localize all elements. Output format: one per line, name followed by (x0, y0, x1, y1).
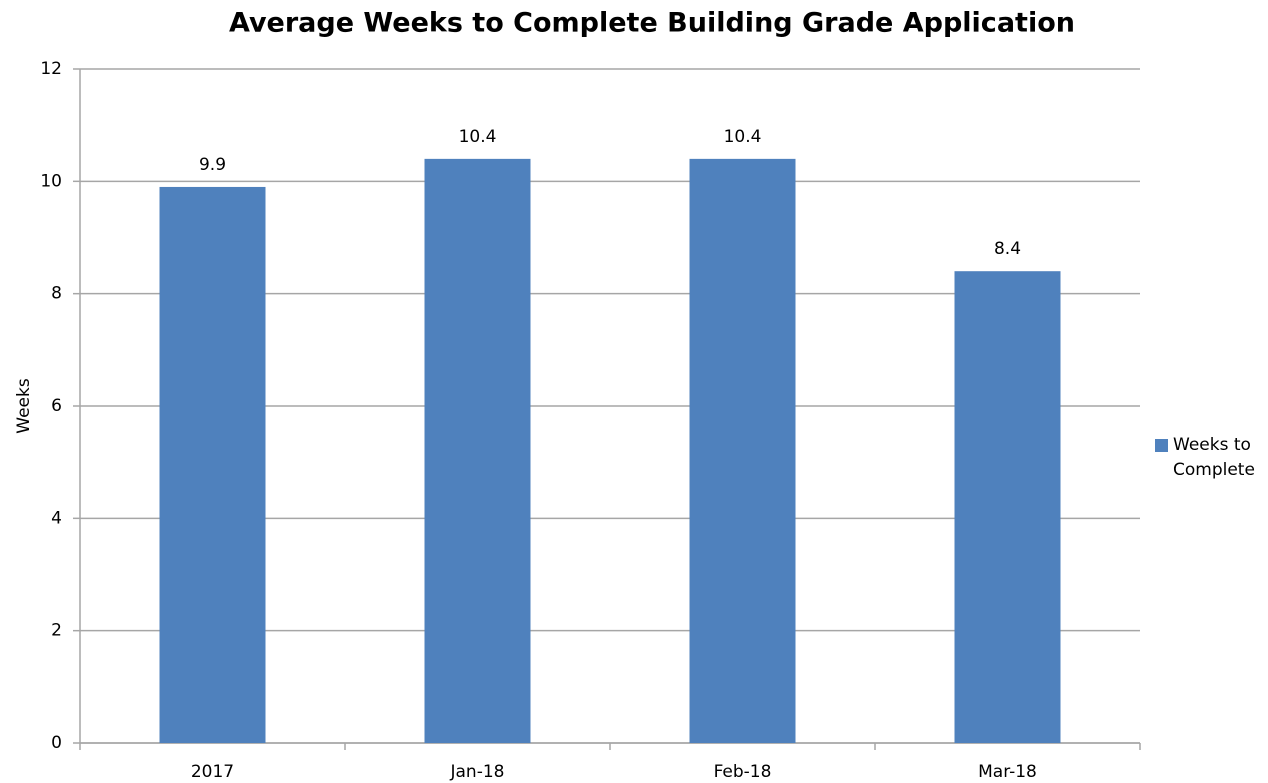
y-tick-label: 2 (51, 621, 62, 641)
y-tick-label: 12 (40, 59, 62, 79)
data-label: 8.4 (994, 239, 1021, 259)
y-tick-label: 0 (51, 733, 62, 753)
x-tick-label: Mar-18 (978, 762, 1037, 782)
bar (954, 271, 1061, 743)
x-tick-label: 2017 (191, 762, 234, 782)
chart-title: Average Weeks to Complete Building Grade… (229, 8, 1075, 39)
data-label: 10.4 (459, 127, 497, 147)
legend: Weeks to Complete (1155, 433, 1265, 483)
y-tick-label: 6 (51, 396, 62, 416)
bar (159, 186, 266, 743)
y-tick-label: 4 (51, 508, 62, 528)
data-label: 9.9 (199, 155, 226, 175)
legend-label: Weeks to Complete (1173, 435, 1255, 480)
bar (424, 158, 531, 743)
legend-swatch (1155, 439, 1168, 452)
x-tick-label: Feb-18 (714, 762, 772, 782)
y-tick-label: 10 (40, 171, 62, 191)
bar (689, 158, 796, 743)
y-tick-label: 8 (51, 284, 62, 304)
x-tick-label: Jan-18 (450, 762, 505, 782)
y-axis-label: Weeks (14, 378, 34, 434)
data-label: 10.4 (724, 127, 762, 147)
